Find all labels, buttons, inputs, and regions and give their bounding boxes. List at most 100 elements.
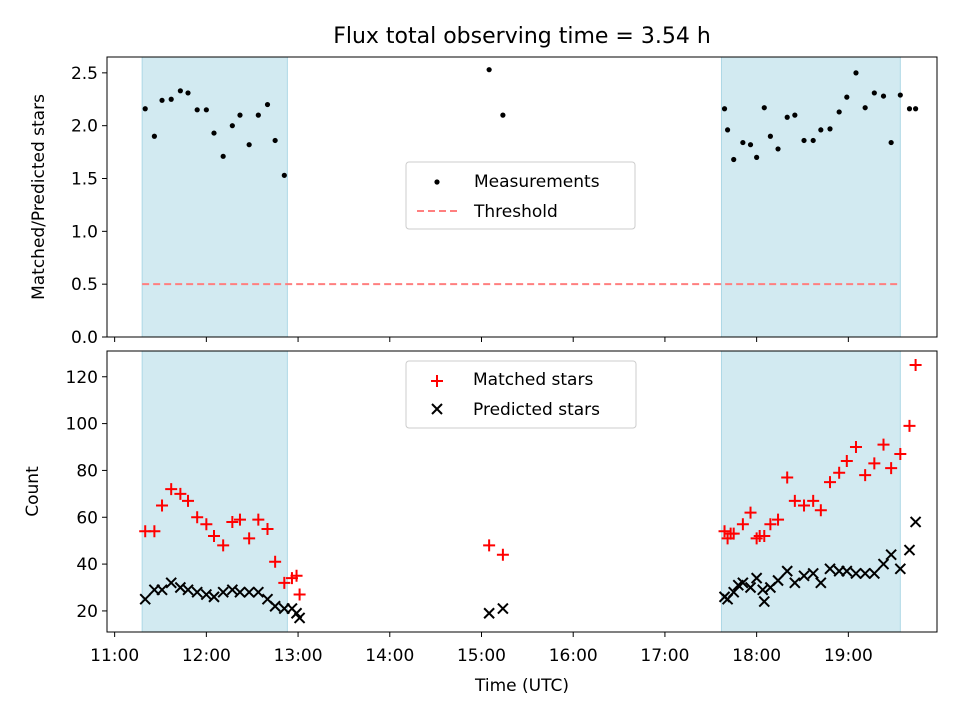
measurement-point bbox=[281, 172, 287, 178]
predicted-star-point bbox=[217, 586, 229, 598]
measurement-point bbox=[775, 146, 781, 152]
predicted-star-point bbox=[483, 607, 495, 619]
predicted-star-point bbox=[252, 586, 265, 598]
predicted-star-point bbox=[293, 612, 306, 624]
matched-star-point bbox=[156, 499, 169, 512]
legend-box bbox=[405, 360, 637, 429]
measurement-point bbox=[888, 139, 894, 146]
matched-star-point bbox=[496, 548, 509, 561]
matched-star-point bbox=[191, 511, 204, 524]
matched-star-point bbox=[859, 469, 872, 482]
measurement-point bbox=[185, 90, 191, 96]
matched-star-point bbox=[833, 466, 846, 479]
x-tick-label: 16:00 bbox=[549, 646, 598, 666]
measurement-point bbox=[264, 101, 271, 108]
predicted-star-point bbox=[885, 549, 897, 561]
legend-threshold-label: Threshold bbox=[473, 202, 558, 222]
predicted-star-point bbox=[757, 584, 769, 596]
matched-star-point bbox=[903, 419, 916, 432]
measurement-point bbox=[761, 105, 767, 111]
matched-star-point bbox=[744, 506, 757, 519]
matched-star-point bbox=[252, 513, 265, 526]
matched-star-point bbox=[207, 529, 220, 542]
matched-star-point bbox=[772, 513, 785, 526]
x-tick-label: 14:00 bbox=[365, 646, 414, 666]
x-tick-label: 19:00 bbox=[824, 646, 873, 666]
measurement-point bbox=[177, 88, 183, 94]
y-tick-label: 0.5 bbox=[71, 275, 98, 295]
measurement-point bbox=[272, 137, 278, 144]
count-plot-frame bbox=[106, 350, 938, 633]
ratio-panel: 0.0 0.5 1.0 1.5 2.0 2.5 Matched/Predicted sta… bbox=[29, 56, 938, 348]
predicted-star-point bbox=[824, 563, 836, 575]
count-y-axis-label: Count bbox=[23, 466, 43, 517]
predicted-star-point bbox=[815, 577, 827, 589]
predicted-star-point bbox=[727, 586, 740, 598]
matched-star-point bbox=[217, 539, 230, 552]
y-tick-label: 40 bbox=[76, 555, 98, 575]
measurement-point bbox=[721, 106, 728, 112]
matched-star-point bbox=[269, 555, 282, 568]
predicted-star-point bbox=[750, 572, 763, 584]
measurement-point bbox=[880, 93, 887, 99]
predicted-star-point bbox=[732, 579, 744, 591]
x-tick-label: 11:00 bbox=[90, 646, 139, 666]
measurement-point bbox=[853, 70, 859, 76]
matched-star-point bbox=[174, 487, 187, 500]
y-tick-label: 1.5 bbox=[71, 170, 98, 190]
legend-predicted-marker bbox=[431, 403, 443, 415]
matched-star-point bbox=[909, 359, 922, 372]
x-tick-label: 18:00 bbox=[732, 646, 781, 666]
x-tick-label: 15:00 bbox=[457, 646, 506, 666]
matched-star-point bbox=[807, 494, 820, 507]
measurement-point bbox=[818, 127, 824, 133]
measurement-point bbox=[229, 123, 235, 129]
observing-window bbox=[720, 56, 901, 338]
y-tick-label: 0.0 bbox=[71, 328, 98, 348]
predicted-star-point bbox=[497, 602, 509, 615]
matched-star-point bbox=[885, 462, 898, 475]
matched-star-point bbox=[849, 441, 862, 454]
matched-star-point bbox=[840, 455, 853, 468]
measurement-point bbox=[142, 106, 148, 112]
predicted-star-point bbox=[903, 544, 916, 556]
matched-star-point bbox=[781, 471, 794, 484]
measurement-point bbox=[913, 106, 919, 112]
predicted-star-point bbox=[789, 577, 801, 589]
measurement-point bbox=[871, 90, 877, 96]
predicted-star-point bbox=[182, 584, 194, 596]
matched-star-point bbox=[753, 529, 766, 542]
matched-star-point bbox=[226, 515, 239, 528]
x-tick-label: 13:00 bbox=[274, 646, 323, 666]
matched-star-point bbox=[736, 518, 749, 531]
y-tick-label: 1.0 bbox=[71, 222, 98, 242]
matched-star-point bbox=[261, 522, 274, 535]
ratio-y-axis-label: Matched/Predicted stars bbox=[29, 94, 49, 300]
measurement-point bbox=[203, 107, 209, 113]
measurement-point bbox=[194, 107, 200, 113]
predicted-star-point bbox=[772, 574, 784, 587]
measurement-point bbox=[747, 142, 754, 148]
legend-box bbox=[405, 161, 636, 230]
measurement-point bbox=[246, 142, 252, 148]
predicted-star-point bbox=[859, 567, 871, 580]
measurement-point bbox=[906, 106, 913, 112]
x-tick-label: 12:00 bbox=[182, 646, 231, 666]
predicted-star-point bbox=[781, 565, 793, 577]
measurement-point bbox=[237, 112, 243, 118]
predicted-star-point bbox=[868, 567, 881, 580]
observing-window-shades bbox=[141, 56, 901, 338]
ratio-plot-frame bbox=[106, 56, 938, 338]
measurement-point bbox=[862, 105, 868, 111]
measurement-point bbox=[731, 156, 737, 163]
measurement-point bbox=[151, 133, 157, 139]
count-panel: 20 40 60 80 100 120 11:00 12:00 13:00 14:00 15:00… bbox=[23, 350, 938, 696]
observing-window bbox=[141, 56, 288, 338]
predicted-star-point bbox=[191, 586, 203, 598]
measurement-point bbox=[168, 96, 174, 102]
matched-star-point bbox=[200, 518, 213, 531]
measurement-point bbox=[792, 112, 798, 118]
y-tick-label: 2.5 bbox=[71, 64, 98, 84]
predicted-star-point bbox=[841, 565, 853, 577]
legend-measurement-marker bbox=[434, 179, 440, 185]
